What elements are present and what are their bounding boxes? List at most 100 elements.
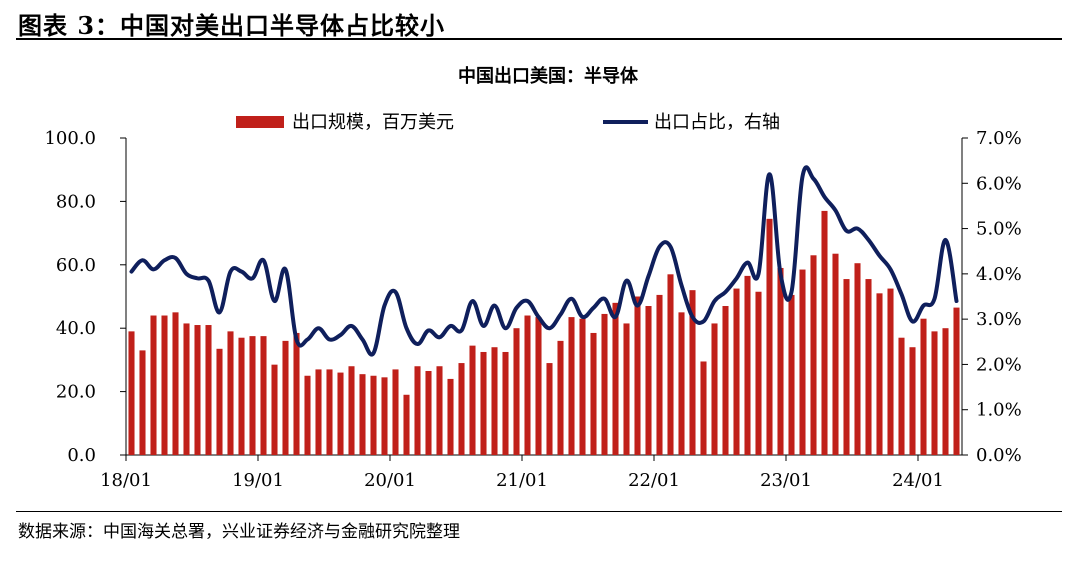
- x-tick-label: 24/01: [892, 470, 944, 491]
- bar: [535, 317, 542, 455]
- left-tick-label: 80.0: [56, 191, 96, 212]
- title-divider: [16, 38, 1062, 40]
- bar: [183, 323, 190, 455]
- bar: [458, 363, 465, 455]
- bar: [909, 347, 916, 455]
- right-tick-label: 0.0%: [976, 445, 1022, 466]
- left-tick-label: 20.0: [56, 382, 96, 403]
- left-tick-label: 40.0: [56, 318, 96, 339]
- legend-bar-swatch: [236, 116, 284, 128]
- x-tick-label: 20/01: [364, 470, 416, 491]
- bar: [689, 290, 696, 455]
- bar: [282, 340, 289, 455]
- x-tick-label: 21/01: [496, 470, 548, 491]
- bar: [920, 318, 927, 455]
- bar: [436, 366, 443, 455]
- share-line-series: [129, 165, 959, 357]
- right-tick-label: 6.0%: [976, 173, 1022, 194]
- bar: [524, 315, 531, 455]
- figure-title: 图表 3：中国对美出口半导体占比较小: [18, 11, 446, 40]
- right-axis: 0.0% 1.0% 2.0% 3.0% 4.0% 5.0% 6.0% 7.0%: [961, 128, 1022, 466]
- bar: [711, 323, 718, 455]
- bar: [403, 394, 410, 455]
- bar: [513, 328, 520, 455]
- legend-bar-label: 出口规模，百万美元: [292, 112, 454, 133]
- x-tick-label: 23/01: [760, 470, 812, 491]
- bar: [315, 369, 322, 455]
- bar: [502, 351, 509, 455]
- bar: [777, 267, 784, 455]
- bar: [304, 375, 311, 455]
- right-tick-label: 5.0%: [976, 219, 1022, 240]
- bar: [392, 369, 399, 455]
- bar: [425, 370, 432, 455]
- bar: [337, 372, 344, 455]
- bar: [381, 377, 388, 455]
- source-divider: [16, 511, 1062, 512]
- bar: [832, 253, 839, 455]
- bar: [788, 294, 795, 455]
- bar: [887, 288, 894, 455]
- source-note: 数据来源：中国海关总署，兴业证券经济与金融研究院整理: [18, 522, 460, 542]
- bar: [172, 312, 179, 455]
- bar: [601, 313, 608, 455]
- legend-line-label: 出口占比，右轴: [654, 112, 780, 133]
- bar: [249, 336, 256, 455]
- bar: [898, 337, 905, 455]
- bar: [645, 306, 652, 455]
- bar: [755, 291, 762, 455]
- bar: [612, 302, 619, 455]
- bar: [590, 332, 597, 455]
- bar: [579, 318, 586, 455]
- bar: [656, 294, 663, 455]
- left-tick-label: 0.0: [67, 445, 96, 466]
- legend: 出口规模，百万美元 出口占比，右轴: [236, 112, 780, 133]
- bar: [799, 269, 806, 455]
- bar: [700, 361, 707, 455]
- chart: 中国出口美国：半导体 出口规模，百万美元 出口占比，右轴 0.0 20.0 40.0…: [44, 65, 1022, 491]
- x-tick-label: 19/01: [232, 470, 284, 491]
- bar: [271, 364, 278, 455]
- left-tick-label: 60.0: [56, 255, 96, 276]
- bar: [931, 331, 938, 455]
- bar: [546, 363, 553, 455]
- bar: [722, 306, 729, 455]
- right-tick-label: 2.0%: [976, 354, 1022, 375]
- bar: [447, 378, 454, 455]
- right-tick-label: 4.0%: [976, 264, 1022, 285]
- bar: [150, 315, 157, 455]
- left-tick-label: 100.0: [44, 128, 96, 149]
- bar: [293, 332, 300, 455]
- bar: [876, 293, 883, 455]
- bar: [469, 345, 476, 455]
- chart-title: 中国出口美国：半导体: [458, 65, 639, 87]
- bar: [733, 288, 740, 455]
- bar: [821, 210, 828, 455]
- bar: [568, 317, 575, 455]
- bar: [260, 336, 267, 455]
- bar: [414, 366, 421, 455]
- right-tick-label: 3.0%: [976, 309, 1022, 330]
- bar: [326, 369, 333, 455]
- bar: [205, 325, 212, 455]
- bar: [744, 275, 751, 455]
- right-tick-label: 7.0%: [976, 128, 1022, 149]
- bar: [865, 279, 872, 455]
- bar: [227, 331, 234, 455]
- bar: [491, 347, 498, 455]
- bar: [348, 366, 355, 455]
- bar: [161, 315, 168, 455]
- bar: [810, 255, 817, 455]
- bar-series: [128, 210, 960, 455]
- x-axis: 18/01 19/01 20/01 21/01 22/01 23/01 24/01: [100, 454, 962, 491]
- bar: [623, 323, 630, 455]
- bar: [216, 348, 223, 455]
- bar: [953, 307, 960, 455]
- bar: [359, 374, 366, 455]
- bar: [480, 351, 487, 455]
- bar: [194, 325, 201, 455]
- bar: [843, 279, 850, 455]
- x-tick-label: 18/01: [100, 470, 152, 491]
- x-tick-label: 22/01: [628, 470, 680, 491]
- bar: [766, 218, 773, 455]
